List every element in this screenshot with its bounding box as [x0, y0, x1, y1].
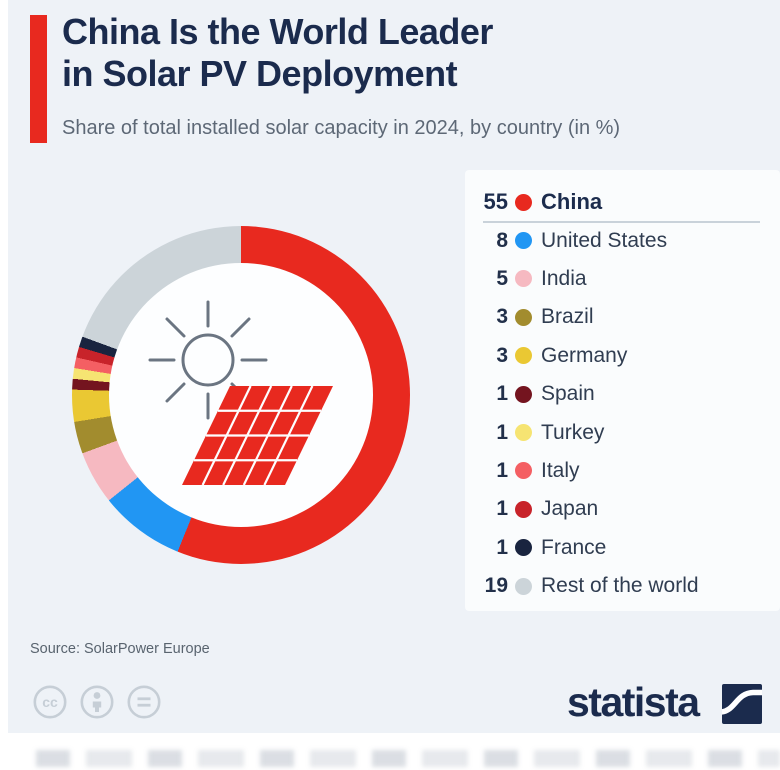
legend-item-turkey: 1 Turkey	[465, 413, 780, 451]
legend-item-spain: 1 Spain	[465, 375, 780, 413]
legend-label: Rest of the world	[541, 574, 699, 598]
source-credit: Source: SolarPower Europe	[30, 641, 210, 657]
statista-logo-mark[interactable]	[722, 684, 762, 724]
legend-label: Spain	[541, 382, 595, 406]
legend-value: 1	[496, 535, 508, 559]
legend-label: India	[541, 266, 587, 290]
legend-swatch	[515, 385, 532, 403]
legend-item-india: 5 India	[465, 260, 780, 298]
legend-value: 3	[496, 343, 508, 367]
donut-chart	[72, 226, 410, 564]
sun-and-solar-panel-icon	[148, 300, 333, 486]
legend-label: Italy	[541, 458, 580, 482]
chart-legend: 55 China 8 United States 5 India 3 Brazil 3 Germa…	[465, 170, 780, 611]
legend-item-brazil: 3 Brazil	[465, 298, 780, 336]
legend-swatch	[515, 232, 532, 250]
title-accent-bar	[30, 15, 47, 143]
legend-value: 1	[496, 458, 508, 482]
legend-swatch	[515, 308, 532, 326]
page-title: China Is the World Leader in Solar PV De…	[62, 11, 493, 94]
page-subtitle: Share of total installed solar capacity …	[62, 117, 621, 139]
cropped-bottom-content	[36, 750, 780, 767]
legend-value: 55	[483, 189, 508, 215]
legend-item-rest-of-the-world: 19 Rest of the world	[465, 567, 780, 605]
legend-item-united-states: 8 United States	[465, 221, 780, 259]
legend-divider	[483, 221, 760, 223]
legend-swatch	[515, 347, 532, 365]
license-icons: cc	[32, 684, 162, 720]
legend-swatch	[515, 577, 532, 595]
equals-icon[interactable]	[126, 684, 162, 720]
attribution-icon[interactable]	[79, 684, 115, 720]
statista-logo[interactable]: statista	[567, 678, 700, 726]
legend-label: Germany	[541, 343, 628, 367]
legend-label: France	[541, 535, 607, 559]
legend-value: 1	[496, 497, 508, 521]
legend-value: 1	[496, 382, 508, 406]
legend-swatch	[515, 193, 532, 211]
statista-wordmark: statista	[567, 678, 700, 725]
legend-label: Turkey	[541, 420, 605, 444]
legend-value: 3	[496, 305, 508, 329]
legend-item-germany: 3 Germany	[465, 337, 780, 375]
legend-item-china: 55 China	[465, 183, 780, 221]
svg-text:cc: cc	[42, 694, 58, 710]
cc-icon[interactable]: cc	[32, 684, 68, 720]
legend-label: Brazil	[541, 305, 594, 329]
solar-panel-icon	[182, 385, 333, 486]
legend-value: 1	[496, 420, 508, 444]
legend-value: 8	[496, 228, 508, 252]
legend-value: 5	[496, 266, 508, 290]
legend-swatch	[515, 539, 532, 557]
legend-item-france: 1 France	[465, 529, 780, 567]
legend-value: 19	[484, 574, 508, 598]
legend-item-italy: 1 Italy	[465, 452, 780, 490]
legend-swatch	[515, 500, 532, 518]
legend-swatch	[515, 424, 532, 442]
legend-label: United States	[541, 228, 668, 252]
legend-label: Japan	[541, 497, 599, 521]
legend-label: China	[541, 189, 603, 215]
legend-swatch	[515, 270, 532, 288]
legend-swatch	[515, 462, 532, 480]
legend-item-japan: 1 Japan	[465, 490, 780, 528]
